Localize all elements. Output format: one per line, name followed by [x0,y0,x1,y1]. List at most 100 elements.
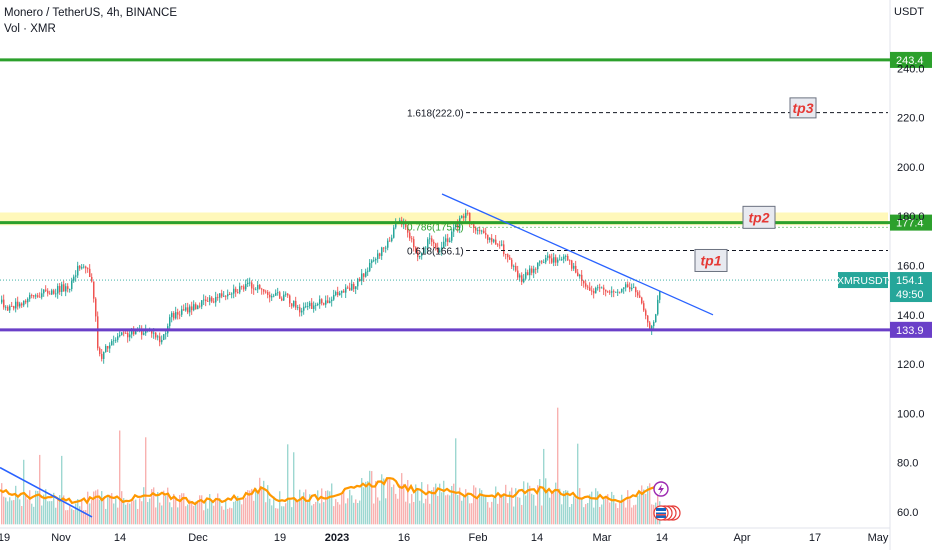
candle-body [255,289,257,291]
volume-bar [85,510,87,525]
volume-bar [159,502,161,525]
volume-bar [557,407,559,525]
volume-bar [153,487,155,525]
volume-indicator-label[interactable]: Vol · XMR [4,23,56,35]
volume-bar [367,481,369,525]
volume-bar [301,496,303,525]
volume-bar [349,489,351,525]
candle-body [135,330,137,335]
candle-body [569,260,571,262]
volume-bar [345,503,347,525]
volume-bar [75,503,77,525]
volume-bar [657,482,659,525]
candle-body [417,251,419,258]
volume-bar [493,498,495,525]
candle-body [441,247,443,251]
candle-body [521,275,523,283]
volume-bar [141,501,143,525]
candle-body [21,303,23,306]
volume-bar [453,483,455,525]
volume-bar [369,470,371,525]
volume-bar [83,510,85,525]
target-label-1: tp3 [793,100,814,116]
volume-bar [217,493,219,525]
candle-body [195,304,197,310]
x-tick-label: Feb [469,532,488,544]
candle-body [321,299,323,304]
candle-body [225,295,227,297]
candle-body [191,306,193,311]
volume-bar [373,503,375,525]
volume-bar [19,499,21,525]
volume-bar [379,500,381,525]
candle-body [269,294,271,298]
candle-body [377,253,379,260]
volume-bar [143,487,145,525]
candle-body [551,258,553,263]
volume-bar [81,501,83,525]
candle-body [391,237,393,242]
candle-body [455,224,457,228]
volume-bar [227,508,229,525]
candle-body [23,300,25,306]
candle-body [539,261,541,263]
volume-bar [371,471,373,525]
volume-bar [517,497,519,525]
candle-body [253,288,255,290]
volume-bar [447,494,449,525]
volume-bar [567,490,569,525]
candle-body [215,296,217,303]
candle-body [183,309,185,311]
candle-body [109,345,111,349]
candle-body [329,301,331,303]
volume-bar [195,501,197,525]
volume-bar [561,504,563,525]
volume-bar [271,505,273,525]
candle-body [57,286,59,294]
volume-bar [477,499,479,525]
candle-body [261,288,263,290]
candle-body [451,231,453,241]
volume-bar [643,489,645,525]
candle-body [25,300,27,303]
volume-bar [585,504,587,525]
volume-bar [499,494,501,525]
volume-bar [269,498,271,525]
volume-bar [355,499,357,525]
volume-bar [115,497,117,525]
volume-bar [601,504,603,525]
candle-body [555,257,557,263]
candle-body [295,300,297,308]
candle-body [303,306,305,311]
volume-bar [47,501,49,525]
volume-bar [315,501,317,525]
level-value-1: 243.4 [896,55,924,67]
volume-bar [7,501,9,525]
volume-bar [17,497,19,525]
fib-0786-label: 0.786(175.5) [407,222,464,233]
candle-body [55,293,57,295]
candle-body [281,298,283,301]
volume-bar [233,501,235,525]
volume-bar [393,484,395,525]
candle-body [341,290,343,294]
volume-bar [21,506,23,525]
candle-body [545,257,547,263]
candle-body [411,238,413,240]
volume-bar [323,502,325,525]
candle-body [75,275,77,277]
candle-body [653,322,655,327]
volume-bar [605,496,607,525]
volume-bar [513,506,515,525]
candle-body [419,255,421,258]
volume-bar [197,500,199,525]
candle-body [475,227,477,231]
volume-bar [415,484,417,525]
candle-body [465,212,467,218]
volume-bar [391,487,393,525]
candle-body [273,295,275,297]
x-tick-label: 14 [656,532,668,544]
candle-body [7,306,9,311]
candle-body [83,266,85,268]
